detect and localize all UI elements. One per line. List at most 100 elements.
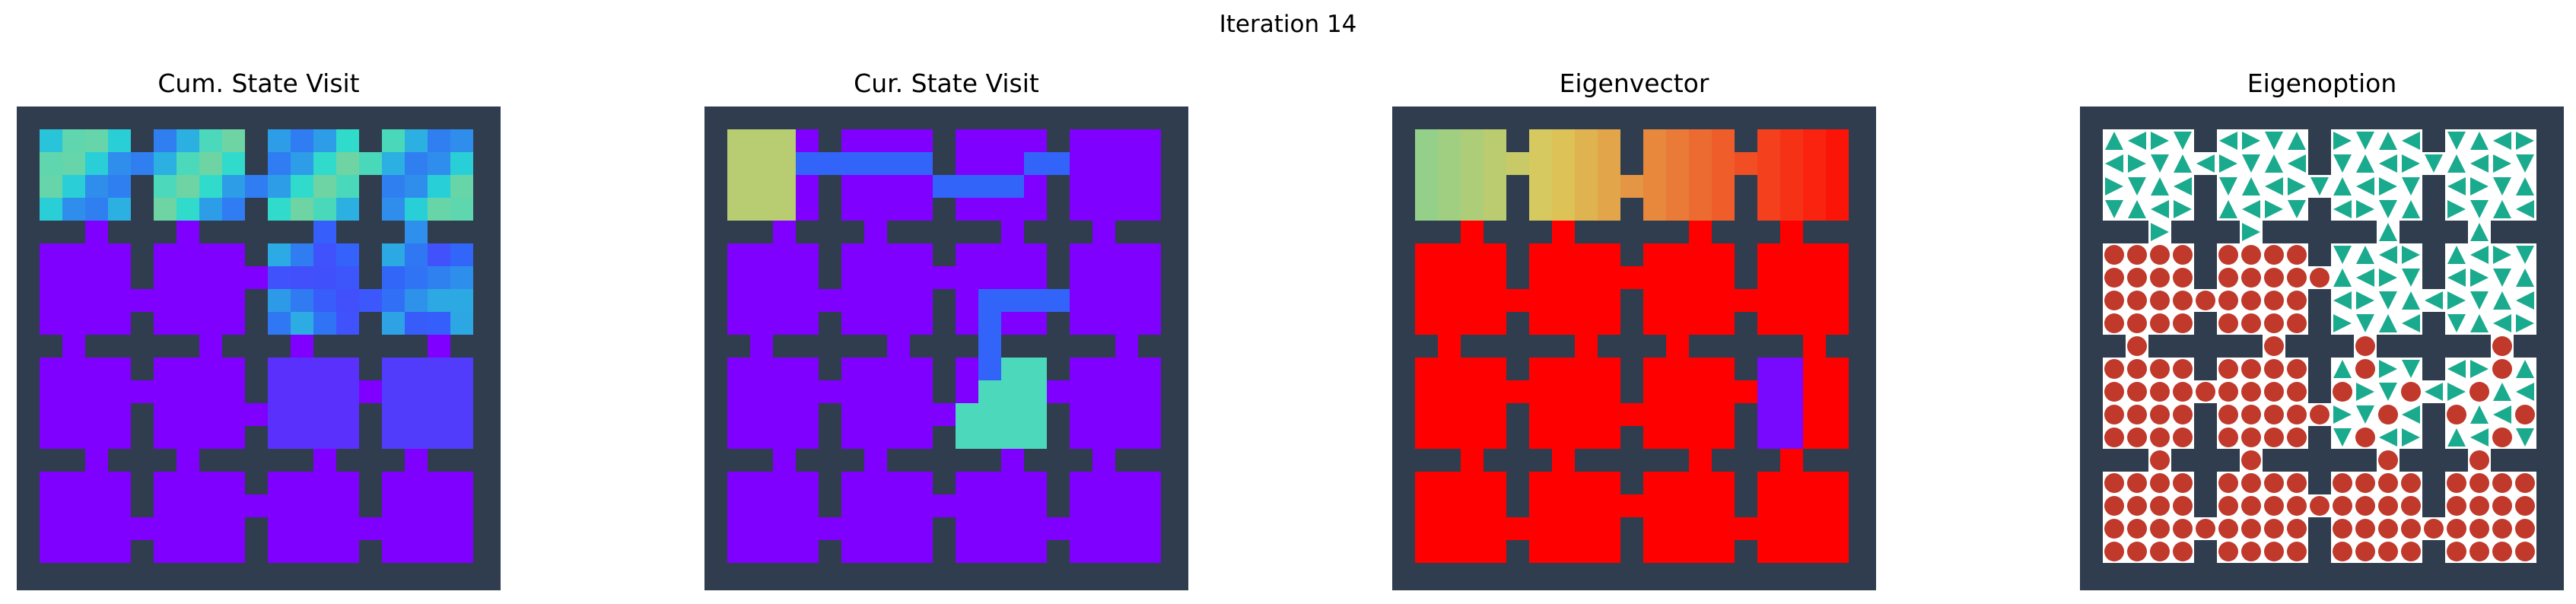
cur-state-visit-cell bbox=[1138, 266, 1161, 289]
cur-state-visit-cell bbox=[796, 494, 819, 517]
cum-state-visit-cell bbox=[405, 175, 428, 198]
eigenvector-cell bbox=[1803, 403, 1826, 426]
eigenvector-cell bbox=[1438, 540, 1461, 563]
cum-state-visit-cell bbox=[245, 266, 268, 289]
eigenoption-terminate-marker bbox=[2287, 542, 2307, 561]
eigenvector-cell bbox=[1461, 358, 1484, 380]
cur-state-visit-cell bbox=[1024, 517, 1047, 540]
cum-state-visit-cell bbox=[336, 198, 359, 221]
eigenoption-arrow-marker bbox=[2493, 246, 2511, 264]
cur-state-visit-cell bbox=[978, 335, 1001, 358]
cur-state-visit-cell bbox=[1001, 494, 1024, 517]
cur-state-visit-cell bbox=[727, 472, 750, 494]
eigenvector-cell bbox=[1780, 426, 1803, 449]
eigenvector-cell bbox=[1529, 403, 1552, 426]
cur-state-visit-cell bbox=[956, 380, 978, 403]
cum-state-visit-cell bbox=[62, 243, 85, 266]
eigenoption-terminate-marker bbox=[2150, 245, 2170, 265]
cur-state-visit-cell bbox=[773, 289, 796, 312]
cur-state-visit-cell bbox=[1070, 472, 1092, 494]
eigenoption-arrow-marker bbox=[2356, 405, 2374, 424]
cum-state-visit-cell bbox=[382, 540, 405, 563]
eigenvector-cell bbox=[1780, 517, 1803, 540]
cum-state-visit-cell bbox=[85, 129, 108, 152]
cur-state-visit-cell bbox=[1092, 494, 1115, 517]
eigenoption-terminate-marker bbox=[2196, 519, 2215, 539]
eigenvector-cell bbox=[1666, 472, 1689, 494]
eigenvector-cell bbox=[1826, 494, 1849, 517]
eigenvector-cell bbox=[1415, 403, 1438, 426]
cum-state-visit-cell bbox=[177, 426, 199, 449]
eigenvector-cell bbox=[1712, 266, 1735, 289]
cur-state-visit-cell bbox=[1092, 403, 1115, 426]
cum-state-visit-cell bbox=[382, 129, 405, 152]
cum-state-visit-cell bbox=[222, 403, 245, 426]
cur-state-visit-cell bbox=[1070, 175, 1092, 198]
cur-state-visit-cell bbox=[864, 175, 887, 198]
cur-state-visit-cell bbox=[1138, 403, 1161, 426]
eigenoption-arrow-marker bbox=[2333, 405, 2352, 424]
cur-state-visit-cell bbox=[1138, 152, 1161, 175]
eigenoption-terminate-marker bbox=[2150, 291, 2170, 310]
cur-state-visit-cell bbox=[1047, 289, 1070, 312]
eigenoption-terminate-marker bbox=[2287, 496, 2307, 516]
eigenoption-terminate-marker bbox=[2264, 519, 2284, 539]
cum-state-visit-cell bbox=[40, 312, 62, 335]
eigenvector-cell bbox=[1415, 358, 1438, 380]
cur-state-visit-cell bbox=[956, 175, 978, 198]
eigenvector-cell bbox=[1643, 266, 1666, 289]
cur-state-visit-cell bbox=[887, 175, 910, 198]
eigenvector-cell bbox=[1484, 198, 1506, 221]
cur-state-visit-cell bbox=[1024, 243, 1047, 266]
cur-state-visit-cell bbox=[1115, 380, 1138, 403]
eigenvector-cell bbox=[1666, 380, 1689, 403]
eigenoption-terminate-marker bbox=[2218, 313, 2238, 333]
eigenoption-terminate-marker bbox=[2241, 473, 2261, 493]
cur-state-visit-cell bbox=[841, 243, 864, 266]
cum-state-visit-cell bbox=[336, 426, 359, 449]
cum-state-visit-cell bbox=[291, 426, 313, 449]
cur-state-visit-cell bbox=[796, 289, 819, 312]
eigenvector-cell bbox=[1461, 289, 1484, 312]
eigenoption-arrow-marker bbox=[2493, 291, 2511, 310]
eigenvector-heatmap bbox=[1392, 106, 1876, 590]
eigenvector-cell bbox=[1643, 380, 1666, 403]
cur-state-visit-cell bbox=[1092, 380, 1115, 403]
cur-state-visit-cell bbox=[796, 540, 819, 563]
cur-state-visit-cell bbox=[956, 198, 978, 221]
cur-state-visit-cell bbox=[750, 129, 773, 152]
cum-state-visit-cell bbox=[382, 494, 405, 517]
cum-state-visit-cell bbox=[268, 129, 291, 152]
cum-state-visit-cell bbox=[222, 517, 245, 540]
cum-state-visit-cell bbox=[382, 243, 405, 266]
eigenvector-cell bbox=[1484, 152, 1506, 175]
cum-state-visit-cell bbox=[222, 289, 245, 312]
eigenoption-terminate-marker bbox=[2333, 496, 2352, 516]
eigenoption-arrow-marker bbox=[2288, 200, 2306, 218]
cur-state-visit-cell bbox=[956, 540, 978, 563]
cum-state-visit-cell bbox=[199, 312, 222, 335]
cum-state-visit-cell bbox=[336, 175, 359, 198]
eigenoption-terminate-marker bbox=[2264, 542, 2284, 561]
cur-state-visit-cell bbox=[1001, 449, 1024, 472]
eigenoption-arrow-marker bbox=[2151, 154, 2169, 173]
eigenoption-arrow-marker bbox=[2128, 200, 2146, 218]
cum-state-visit-cell bbox=[268, 175, 291, 198]
cur-state-visit-cell bbox=[841, 494, 864, 517]
cur-state-visit-cell bbox=[933, 266, 956, 289]
cum-state-visit-cell bbox=[85, 517, 108, 540]
cum-state-visit-cell bbox=[382, 403, 405, 426]
cum-state-visit-cell bbox=[222, 152, 245, 175]
eigenvector-cell bbox=[1643, 129, 1666, 152]
eigenvector-cell bbox=[1780, 472, 1803, 494]
cur-state-visit-cell bbox=[1024, 129, 1047, 152]
eigenvector-cell bbox=[1461, 198, 1484, 221]
cum-state-visit-heatmap bbox=[17, 106, 501, 590]
eigenvector-cell bbox=[1780, 380, 1803, 403]
eigenvector-cell bbox=[1666, 494, 1689, 517]
eigenvector-cell bbox=[1484, 243, 1506, 266]
eigenoption-terminate-marker bbox=[2104, 542, 2124, 561]
eigenoption-arrow-marker bbox=[2379, 132, 2397, 150]
cum-state-visit-cell bbox=[199, 358, 222, 380]
eigenoption-terminate-marker bbox=[2127, 496, 2147, 516]
